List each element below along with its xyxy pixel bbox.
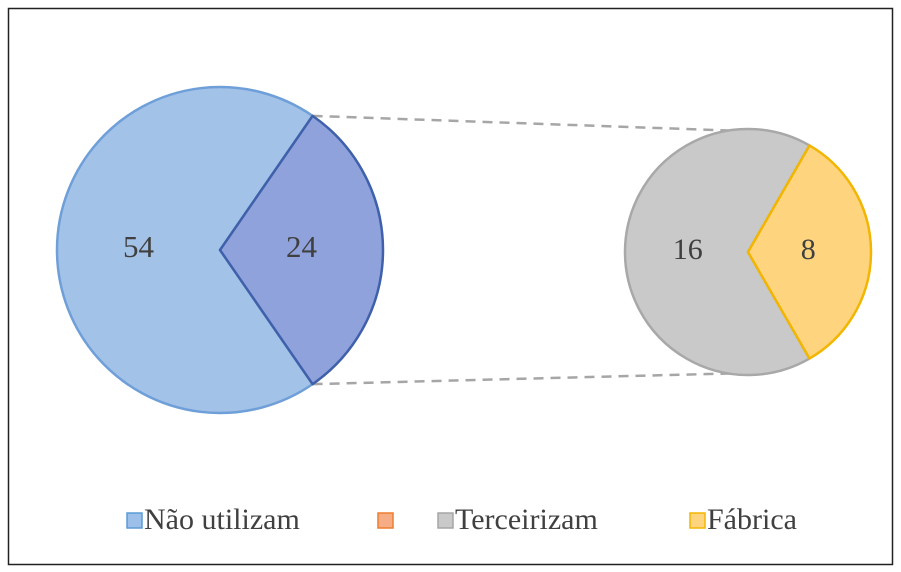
connector-line xyxy=(312,114,729,132)
legend-swatch xyxy=(126,512,143,529)
legend-swatch xyxy=(689,512,706,529)
pie-slice xyxy=(746,144,873,360)
legend-label: Fábrica xyxy=(707,503,797,536)
pie-slice xyxy=(623,127,811,377)
pie-slice xyxy=(55,85,314,415)
data-label: 16 xyxy=(673,233,703,266)
data-label: 24 xyxy=(286,229,318,264)
legend-swatch xyxy=(437,512,454,529)
legend-label: Não utilizam xyxy=(144,503,300,536)
legend-swatch xyxy=(377,512,394,529)
connector-line xyxy=(312,372,729,386)
data-label: 54 xyxy=(123,229,155,264)
legend-label: Terceirizam xyxy=(455,503,598,536)
data-label: 8 xyxy=(801,233,816,266)
pie-slice xyxy=(218,114,385,386)
